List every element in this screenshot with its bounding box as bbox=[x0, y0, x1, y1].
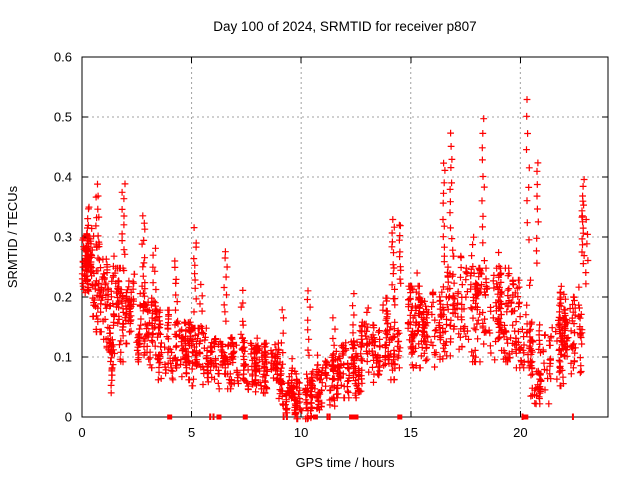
x-axis-label: GPS time / hours bbox=[296, 455, 395, 470]
x-tick-label: 20 bbox=[513, 425, 527, 440]
y-tick-label: 0.5 bbox=[54, 110, 72, 125]
y-axis-label: SRMTID / TECUs bbox=[5, 185, 20, 288]
y-tick-label: 0.3 bbox=[54, 230, 72, 245]
scatter-points bbox=[78, 96, 592, 423]
y-tick-label: 0.6 bbox=[54, 50, 72, 65]
x-tick-labels: 0 5 10 15 20 bbox=[78, 425, 527, 440]
y-tick-labels: 0 0.1 0.2 0.3 0.4 0.5 0.6 bbox=[54, 50, 72, 425]
y-tick-label: 0.1 bbox=[54, 350, 72, 365]
x-tick-label: 15 bbox=[404, 425, 418, 440]
y-tick-label: 0.4 bbox=[54, 170, 72, 185]
zero-value-markers bbox=[167, 413, 574, 420]
y-tick-label: 0 bbox=[65, 410, 72, 425]
x-tick-label: 0 bbox=[78, 425, 85, 440]
plot-border bbox=[81, 56, 609, 418]
y-tick-label: 0.2 bbox=[54, 290, 72, 305]
x-tick-label: 10 bbox=[294, 425, 308, 440]
x-tick-label: 5 bbox=[188, 425, 195, 440]
chart-title: Day 100 of 2024, SRMTID for receiver p80… bbox=[213, 19, 476, 34]
